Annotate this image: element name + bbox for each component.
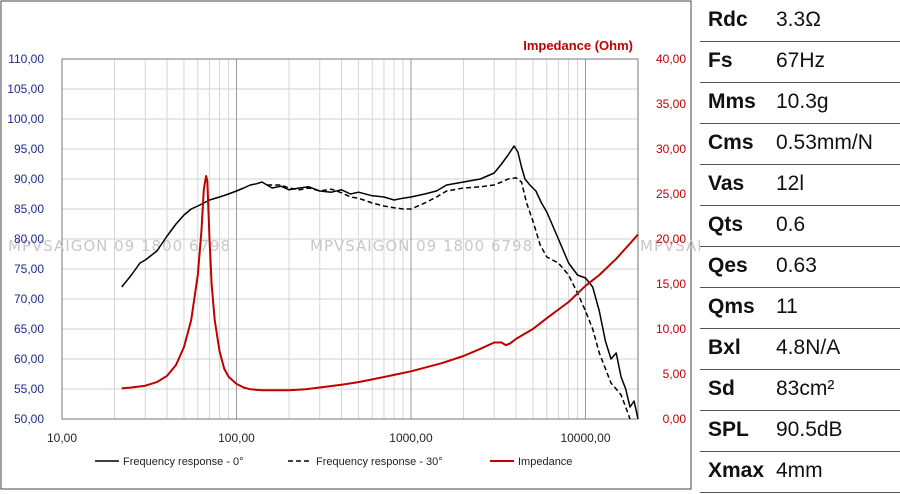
x-tick-label: 10,00 xyxy=(47,431,77,445)
y-right-tick-label: 20,00 xyxy=(656,232,686,246)
spec-name: Vas xyxy=(708,172,745,195)
watermark-text: MPVSAIGON 09 1800 6798 xyxy=(8,237,231,255)
y-left-tick-label: 100,00 xyxy=(7,112,44,126)
spec-name: Rdc xyxy=(708,8,748,31)
spec-value: 12l xyxy=(776,172,805,195)
spec-row-mms: Mms 10.3g xyxy=(700,82,900,124)
plot-border xyxy=(61,58,639,420)
spec-value: 11 xyxy=(776,295,798,318)
spec-name: Mms xyxy=(708,90,756,113)
spec-row-rdc: Rdc 3.3Ω xyxy=(700,0,900,42)
y-right-tick-label: 15,00 xyxy=(656,277,686,291)
y-right-tick-label: 5,00 xyxy=(663,367,687,381)
spec-value: 0.63 xyxy=(776,254,817,277)
y-left-tick-label: 110,00 xyxy=(8,52,44,66)
spec-row-xmax: Xmax 4mm xyxy=(700,451,900,493)
y-left-tick-labels: 50,00 55,00 60,00 65,00 70,00 75,00 80,00 85,00… xyxy=(7,52,44,426)
frequency-impedance-chart: MPVSAIGON 09 1800 6798 MPVSAIGON 09 1800 … xyxy=(0,0,700,490)
watermark-text: MPVSAIGON 09 1800 6798 xyxy=(640,237,700,255)
y-right-tick-label: 30,00 xyxy=(656,142,686,156)
y-left-tick-label: 50,00 xyxy=(14,412,44,426)
spec-value: 4mm xyxy=(776,459,823,482)
series-freq-30deg xyxy=(267,177,631,420)
chart-frame xyxy=(0,0,692,490)
legend: Frequency response - 0° Frequency respons… xyxy=(95,456,572,468)
y-left-tick-label: 60,00 xyxy=(14,352,44,366)
y-right-tick-label: 0,00 xyxy=(663,412,687,426)
spec-value: 67Hz xyxy=(776,49,826,72)
x-tick-labels: 10,00 100,00 1000,00 10000,00 xyxy=(47,431,611,445)
spec-value: 83cm² xyxy=(776,377,835,400)
watermarks: MPVSAIGON 09 1800 6798 MPVSAIGON 09 1800 … xyxy=(8,237,700,255)
spec-row-spl: SPL 90.5dB xyxy=(700,410,900,452)
watermark-text: MPVSAIGON 09 1800 6798 xyxy=(310,237,533,255)
x-tick-label: 1000,00 xyxy=(389,431,433,445)
spec-value: 90.5dB xyxy=(776,418,843,441)
legend-label: Frequency response - 30° xyxy=(316,456,443,468)
y-left-tick-label: 80,00 xyxy=(14,232,44,246)
y-left-tick-label: 55,00 xyxy=(14,382,44,396)
series-freq-0deg xyxy=(121,145,639,420)
legend-label: Frequency response - 0° xyxy=(123,456,244,468)
y-left-tick-label: 90,00 xyxy=(14,172,44,186)
y-right-tick-label: 35,00 xyxy=(656,97,686,111)
y-left-tick-label: 85,00 xyxy=(14,202,44,216)
spec-value: 4.8N/A xyxy=(776,336,841,359)
y-right-tick-label: 40,00 xyxy=(656,52,686,66)
y-left-tick-label: 65,00 xyxy=(14,322,44,336)
y-left-tick-label: 95,00 xyxy=(14,142,44,156)
spec-row-qms: Qms 11 xyxy=(700,287,900,329)
x-tick-label: 10000,00 xyxy=(560,431,610,445)
spec-row-vas: Vas 12l xyxy=(700,164,900,206)
spec-value: 3.3Ω xyxy=(776,8,821,31)
spec-name: Cms xyxy=(708,131,754,154)
spec-row-qes: Qes 0.63 xyxy=(700,246,900,288)
legend-label: Impedance xyxy=(518,456,572,468)
spec-name: Sd xyxy=(708,377,735,400)
y-right-tick-label: 25,00 xyxy=(656,187,686,201)
x-tick-label: 100,00 xyxy=(218,431,255,445)
spec-value: 0.6 xyxy=(776,213,806,236)
y-left-tick-label: 105,00 xyxy=(7,82,44,96)
y-right-tick-labels: 0,00 5,00 10,00 15,00 20,00 25,00 30,00 35,00 40… xyxy=(656,52,686,426)
spec-name: Qms xyxy=(708,295,755,318)
y-left-tick-label: 75,00 xyxy=(14,262,44,276)
spec-row-bxl: Bxl 4.8N/A xyxy=(700,328,900,370)
y-right-tick-label: 10,00 xyxy=(656,322,686,336)
spec-row-fs: Fs 67Hz xyxy=(700,41,900,83)
spec-name: Bxl xyxy=(708,336,741,359)
spec-row-cms: Cms 0.53mm/N xyxy=(700,123,900,165)
spec-row-sd: Sd 83cm² xyxy=(700,369,900,411)
spec-name: Xmax xyxy=(708,459,765,482)
spec-name: Qts xyxy=(708,213,744,236)
spec-name: Qes xyxy=(708,254,748,277)
spec-table: Rdc 3.3Ω Fs 67Hz Mms 10.3g Cms 0.53mm/N Vas 12l Qt… xyxy=(700,0,900,494)
spec-row-qts: Qts 0.6 xyxy=(700,205,900,247)
spec-value: 10.3g xyxy=(776,90,829,113)
spec-name: Fs xyxy=(708,49,733,72)
spec-name: SPL xyxy=(708,418,749,441)
series-impedance xyxy=(121,175,639,392)
series-lines xyxy=(121,145,639,420)
spec-value: 0.53mm/N xyxy=(776,131,873,154)
chart-title: Impedance (Ohm) xyxy=(523,38,633,53)
y-left-tick-label: 70,00 xyxy=(14,292,44,306)
